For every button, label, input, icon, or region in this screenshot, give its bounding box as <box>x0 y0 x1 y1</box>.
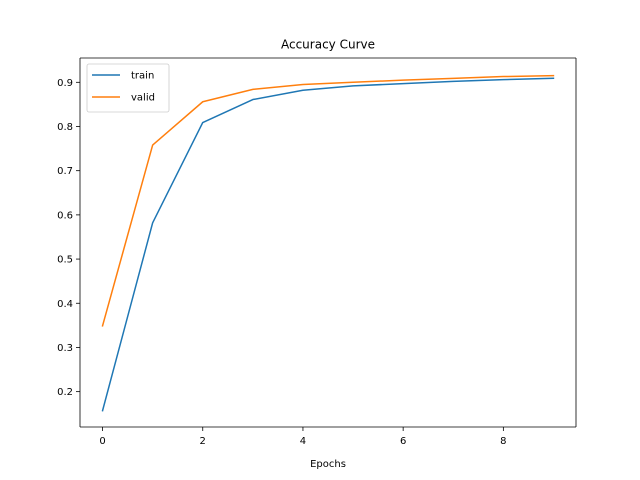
plot-background <box>80 58 576 427</box>
y-tick-label: 0.6 <box>57 210 73 221</box>
y-tick-label: 0.7 <box>57 166 73 177</box>
y-tick-label: 0.2 <box>57 387 73 398</box>
plot-area: 0 2 4 6 8 0.2 0.3 0.4 0.5 0.6 0.7 0.8 0.9 train valid <box>57 57 577 447</box>
x-tick-label: 6 <box>400 436 406 447</box>
x-axis-label: Epochs <box>310 459 346 470</box>
x-tick-label: 4 <box>300 436 306 447</box>
y-tick-label: 0.5 <box>57 255 73 266</box>
x-tick-label: 0 <box>99 436 105 447</box>
y-tick-label: 0.8 <box>57 122 73 133</box>
series-line-valid <box>101 74 555 327</box>
legend-label-valid: valid <box>131 93 155 104</box>
x-tick-label: 8 <box>500 436 506 447</box>
chart-title: Accuracy Curve <box>281 38 375 52</box>
legend-label-train: train <box>131 71 154 82</box>
y-tick-label: 0.4 <box>57 299 73 310</box>
series-line-train <box>101 77 555 412</box>
y-tick-label: 0.9 <box>57 78 73 89</box>
y-tick-label: 0.3 <box>57 343 73 354</box>
legend-box <box>86 63 170 113</box>
x-tick-label: 2 <box>200 436 206 447</box>
